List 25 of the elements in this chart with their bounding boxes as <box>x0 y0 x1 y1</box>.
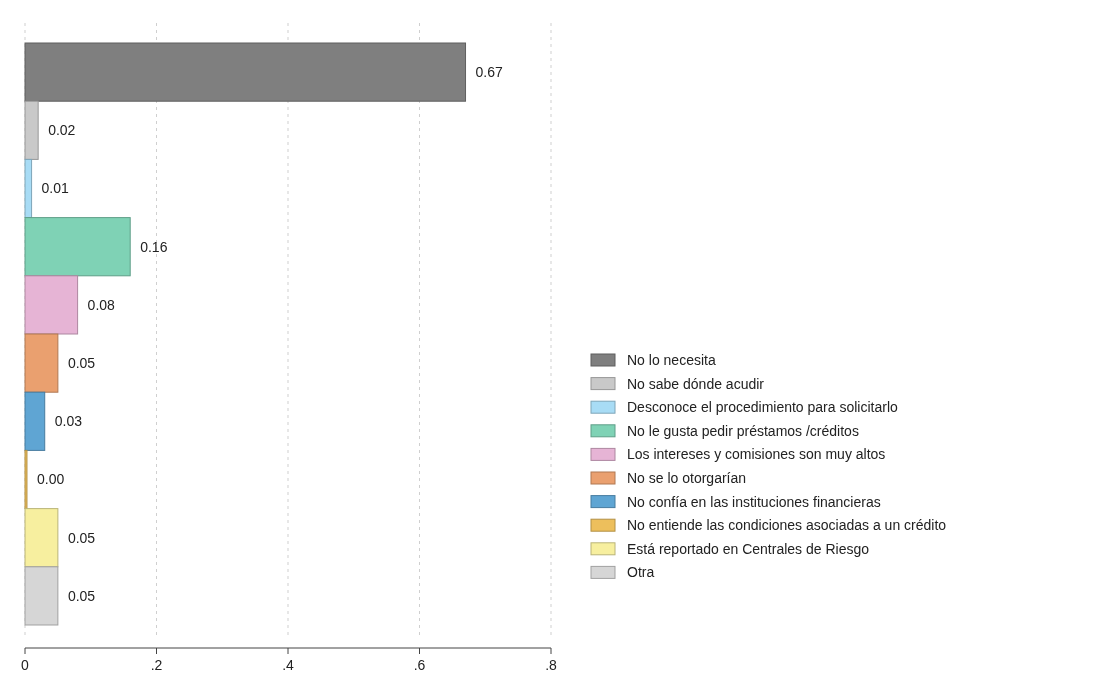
data-label: 0.05 <box>67 355 96 371</box>
data-label: 0.00 <box>36 471 65 488</box>
legend-label: Desconoce el procedimiento para solicitarlo <box>627 399 899 416</box>
data-label: 0.01 <box>41 180 70 197</box>
legend-label: Los intereses y comisiones son muy altos <box>627 446 886 463</box>
x-tick-label: 0 <box>21 657 30 673</box>
data-label: 0.03 <box>54 413 83 430</box>
legend-label: No le gusta pedir préstamos /créditos <box>627 422 859 439</box>
legend-label: Otra <box>627 564 655 581</box>
legend-label: Está reportado en Centrales de Riesgo <box>627 540 870 557</box>
data-label: 0.67 <box>475 64 503 80</box>
x-tick-label: .8 <box>545 657 558 673</box>
legend-label: No se lo otorgarían <box>627 469 747 486</box>
data-label: 0.05 <box>67 529 96 546</box>
legend-label: No confía en las instituciones financieras <box>627 493 881 510</box>
data-label: 0.05 <box>67 587 96 604</box>
data-label: 0.16 <box>140 238 168 255</box>
x-tick-label: .4 <box>282 657 295 673</box>
data-label: 0.02 <box>48 122 76 139</box>
x-tick-label: .6 <box>413 657 426 673</box>
data-label: 0.08 <box>87 296 116 313</box>
legend-label: No entiende las condiciones asociadas a un crédito <box>627 517 947 534</box>
legend-label: No lo necesita <box>627 351 716 368</box>
x-tick-label: .2 <box>150 657 163 673</box>
legend-label: No sabe dónde acudir <box>627 375 765 392</box>
